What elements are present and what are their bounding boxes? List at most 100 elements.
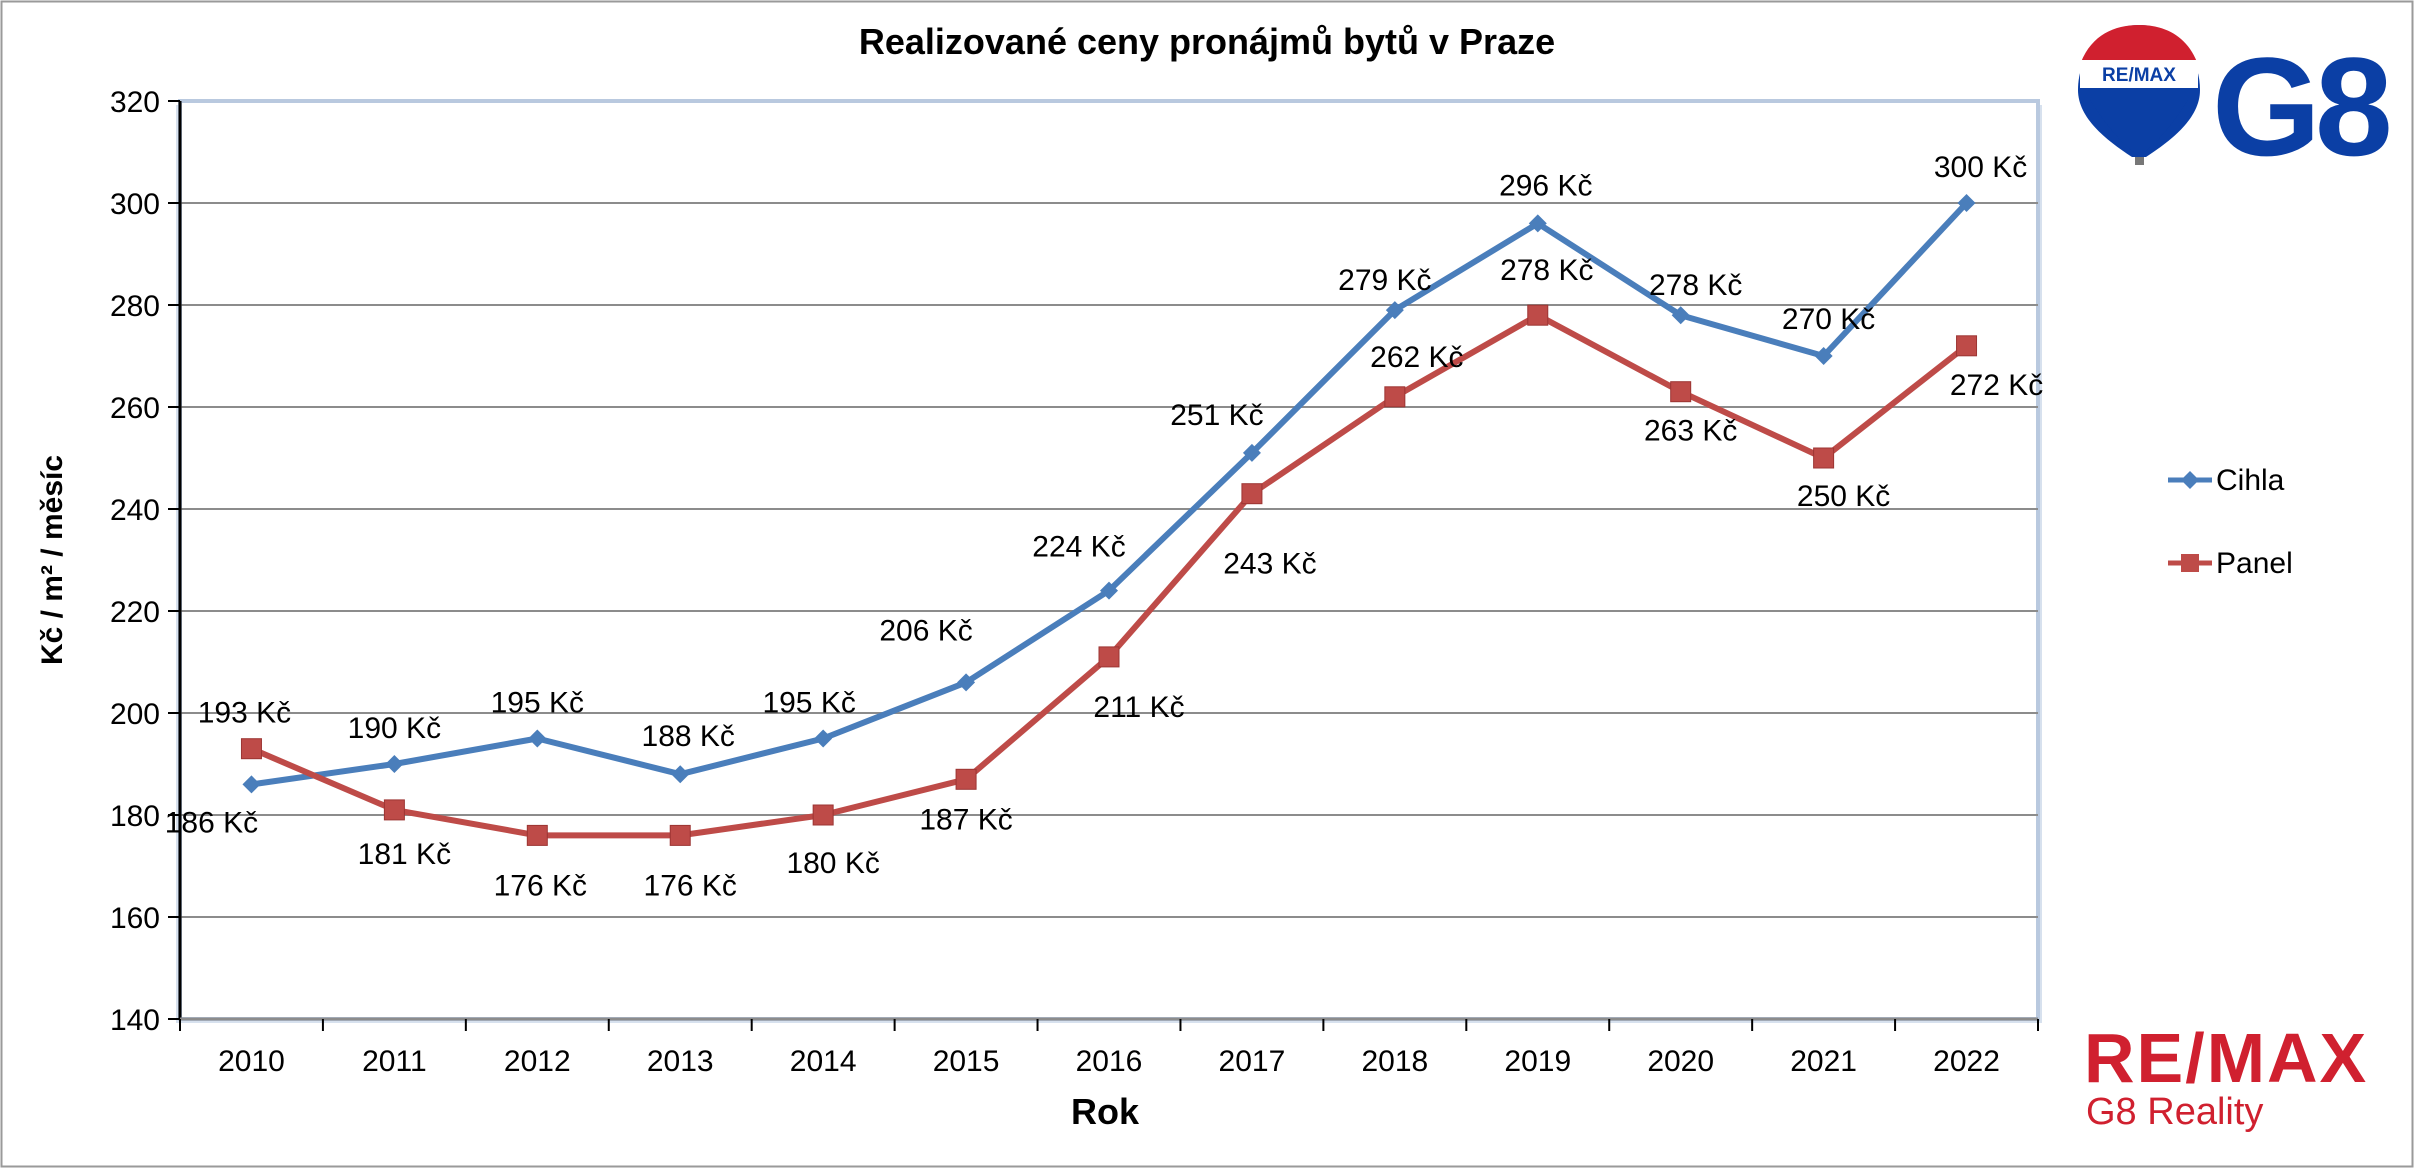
y-tick-label-260: 260 <box>110 392 160 425</box>
legend-marker-cihla <box>2181 471 2199 489</box>
legend-item-cihla: Cihla <box>2168 464 2285 497</box>
point-panel-2012 <box>526 824 548 846</box>
data-label-cihla-2021: 270 Kč <box>1782 303 1875 336</box>
data-label-cihla-2016: 224 Kč <box>1032 531 1125 564</box>
point-cihla-2021 <box>1814 347 1833 365</box>
y-tick-label-160: 160 <box>110 902 160 935</box>
data-label-layer: 186 Kč 190 Kč 195 Kč 188 Kč 195 Kč 206 Kč 224 … <box>165 151 2043 902</box>
balloon-basket <box>2135 157 2144 165</box>
data-label-cihla-2014: 195 Kč <box>762 687 855 720</box>
point-cihla-2017 <box>1242 443 1261 462</box>
data-label-panel-2013: 176 Kč <box>644 869 737 902</box>
data-label-panel-2015: 187 Kč <box>919 803 1012 836</box>
data-label-panel-2021: 250 Kč <box>1797 480 1890 513</box>
x-tick-label-2014: 2014 <box>790 1045 857 1078</box>
x-tick-label-2017: 2017 <box>1219 1045 1286 1078</box>
g8-logo: G8 <box>2212 28 2389 185</box>
point-panel-2018 <box>1384 386 1406 408</box>
data-label-panel-2012: 176 Kč <box>494 869 587 902</box>
legend-marker-panel <box>2181 554 2199 572</box>
x-tick-label-2010: 2010 <box>218 1045 285 1078</box>
grid-layer <box>180 202 2038 918</box>
remax-brand-logo: RE/MAX <box>2084 1019 2368 1097</box>
point-cihla-2014 <box>814 729 833 748</box>
chart-title: Realizované ceny pronájmů bytů v Praze <box>859 21 1555 62</box>
data-label-cihla-2018: 279 Kč <box>1338 264 1431 297</box>
y-tick-label-240: 240 <box>110 494 160 527</box>
data-label-panel-2020: 263 Kč <box>1644 415 1737 448</box>
point-panel-2019 <box>1527 304 1549 326</box>
x-tick-label-2015: 2015 <box>933 1045 1000 1078</box>
data-label-cihla-2012: 195 Kč <box>491 687 584 720</box>
data-label-panel-2017: 243 Kč <box>1223 548 1316 581</box>
point-cihla-2015 <box>957 673 976 692</box>
balloon-lower <box>2090 100 2188 156</box>
x-tick-label-2021: 2021 <box>1790 1045 1857 1078</box>
x-tick-label-2011: 2011 <box>362 1045 427 1078</box>
plot-area <box>178 99 2040 1021</box>
point-panel-2017 <box>1241 483 1263 505</box>
point-cihla-2010 <box>242 775 261 794</box>
data-label-panel-2010: 193 Kč <box>198 697 291 730</box>
x-tick-label-2018: 2018 <box>1361 1045 1428 1078</box>
y-tick-label-300: 300 <box>110 188 160 221</box>
point-panel-2022 <box>1956 335 1978 357</box>
data-label-cihla-2019: 296 Kč <box>1499 169 1592 202</box>
data-label-cihla-2017: 251 Kč <box>1170 399 1263 432</box>
point-panel-2011 <box>383 799 405 821</box>
legend-item-panel: Panel <box>2168 547 2293 580</box>
point-panel-2020 <box>1670 381 1692 403</box>
remax-brand-subtitle: G8 Reality <box>2086 1091 2263 1133</box>
point-cihla-2011 <box>385 755 404 773</box>
y-tick-label-280: 280 <box>110 290 160 323</box>
balloon-white-band <box>2080 60 2198 88</box>
point-panel-2013 <box>669 824 691 846</box>
x-tick-label-2020: 2020 <box>1647 1045 1714 1078</box>
legend-label-cihla: Cihla <box>2216 464 2285 497</box>
legend-label-panel: Panel <box>2216 547 2293 580</box>
data-label-cihla-2015: 206 Kč <box>879 614 972 647</box>
y-tick-label-180: 180 <box>110 800 160 833</box>
balloon-text: RE/MAX <box>2102 65 2176 86</box>
data-label-cihla-2022: 300 Kč <box>1934 151 2027 184</box>
point-cihla-2013 <box>671 765 690 784</box>
balloon-red-band <box>2081 25 2197 62</box>
point-panel-2016 <box>1098 646 1120 668</box>
point-panel-2014 <box>812 804 834 826</box>
data-label-panel-2016: 211 Kč <box>1093 691 1184 724</box>
remax-balloon-logo: RE/MAX <box>2078 25 2200 165</box>
point-cihla-2018 <box>1385 301 1404 320</box>
point-panel-2021 <box>1813 447 1835 469</box>
x-axis-title: Rok <box>1071 1091 1140 1132</box>
data-label-cihla-2013: 188 Kč <box>642 720 735 753</box>
y-tick-label-320: 320 <box>110 86 160 119</box>
y-tick-label-200: 200 <box>110 698 160 731</box>
data-label-cihla-2010: 186 Kč <box>165 806 258 839</box>
data-label-panel-2019: 278 Kč <box>1500 254 1593 287</box>
data-label-panel-2018: 262 Kč <box>1370 341 1463 374</box>
point-panel-2010 <box>240 738 262 760</box>
data-label-cihla-2020: 278 Kč <box>1649 269 1742 302</box>
y-tick-label-140: 140 <box>110 1004 160 1037</box>
point-cihla-2022 <box>1957 194 1976 212</box>
x-tick-label-2013: 2013 <box>647 1045 714 1078</box>
x-tick-label-2012: 2012 <box>504 1045 571 1078</box>
legend: Cihla Panel <box>2168 464 2293 580</box>
axis-layer: 140 160 180 200 220 240 260 280 300 320 2010 2011 20… <box>110 86 2039 1078</box>
point-panel-2015 <box>955 768 977 790</box>
y-tick-label-220: 220 <box>110 596 160 629</box>
data-label-panel-2022: 272 Kč <box>1950 369 2043 402</box>
point-cihla-2019 <box>1528 214 1547 233</box>
x-tick-label-2019: 2019 <box>1504 1045 1571 1078</box>
x-tick-label-2022: 2022 <box>1933 1045 2000 1078</box>
y-axis-title: Kč / m² / měsíc <box>36 455 69 665</box>
series-layer <box>240 194 1978 846</box>
data-label-cihla-2011: 190 Kč <box>348 712 441 745</box>
point-cihla-2016 <box>1100 581 1118 600</box>
data-label-panel-2014: 180 Kč <box>786 847 879 880</box>
point-cihla-2012 <box>528 729 547 748</box>
point-cihla-2020 <box>1671 306 1690 325</box>
data-label-panel-2011: 181 Kč <box>358 838 451 871</box>
x-tick-label-2016: 2016 <box>1076 1045 1143 1078</box>
